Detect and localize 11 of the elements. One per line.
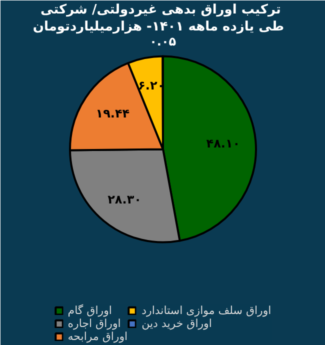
chart-title: ترکیب اوراق بدهی غیردولتی/ شرکتی (40, 2, 281, 18)
data-label: ۲۸.۳۰ (108, 192, 142, 206)
legend-label: اوراق اجاره (68, 317, 121, 330)
legend-label: اوراق مرابحه (68, 330, 128, 343)
data-label: ۰.۰۵ (150, 34, 176, 49)
legend-label: اوراق خرید دین (142, 317, 212, 330)
data-label: ۱۹.۴۴ (96, 106, 130, 120)
chart-subtitle: طی یازده ماهه ۱۴۰۱- هزارمیلیاردتومان (32, 20, 284, 34)
legend-label: اوراق گام (68, 304, 112, 317)
data-label: ۴۸.۱۰ (206, 136, 240, 150)
legend-label: اوراق سلف موازی استاندارد (142, 304, 272, 317)
